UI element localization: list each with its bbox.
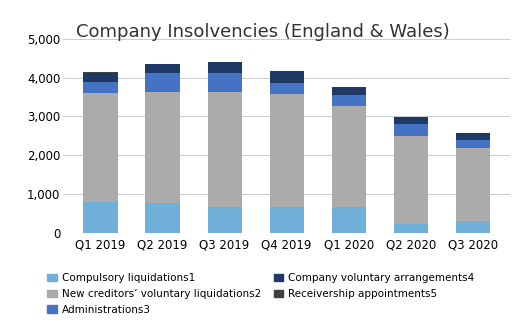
- Bar: [146, 203, 179, 233]
- Bar: [270, 207, 304, 233]
- Text: Company Insolvencies (England & Wales): Company Insolvencies (England & Wales): [76, 23, 450, 41]
- Bar: [394, 117, 428, 124]
- Bar: [332, 87, 366, 95]
- Bar: [84, 72, 118, 73]
- Bar: [208, 92, 241, 207]
- Bar: [84, 93, 118, 202]
- Bar: [332, 95, 366, 106]
- Bar: [270, 71, 304, 83]
- Bar: [146, 92, 179, 203]
- Bar: [394, 124, 428, 136]
- Bar: [208, 207, 241, 233]
- Bar: [456, 148, 490, 221]
- Bar: [146, 73, 179, 92]
- Legend: Compulsory liquidations1, New creditors’ voluntary liquidations2, Administration: Compulsory liquidations1, New creditors’…: [47, 273, 474, 315]
- Bar: [456, 140, 490, 148]
- Bar: [208, 73, 241, 92]
- Bar: [332, 106, 366, 207]
- Bar: [84, 202, 118, 233]
- Bar: [146, 64, 179, 73]
- Bar: [456, 221, 490, 233]
- Bar: [84, 82, 118, 93]
- Bar: [84, 73, 118, 82]
- Bar: [270, 83, 304, 94]
- Bar: [270, 94, 304, 207]
- Bar: [332, 207, 366, 233]
- Bar: [394, 224, 428, 233]
- Bar: [394, 136, 428, 224]
- Bar: [208, 62, 241, 73]
- Bar: [456, 133, 490, 140]
- Bar: [456, 132, 490, 133]
